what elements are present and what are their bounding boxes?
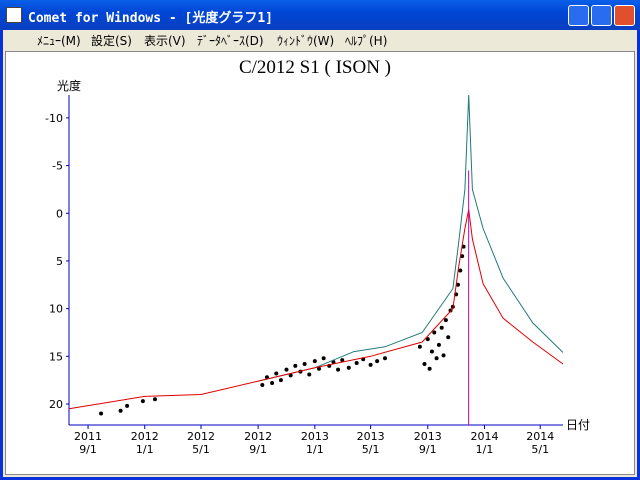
observation-point <box>443 318 448 323</box>
maximize-button[interactable] <box>591 5 612 26</box>
data-line <box>68 209 564 410</box>
observation-point <box>118 408 123 413</box>
y-tick-label: 15 <box>49 350 63 363</box>
observation-point <box>434 356 439 361</box>
observation-point <box>321 356 326 361</box>
menu-item[interactable]: 表示(V) <box>144 34 186 48</box>
observation-point <box>383 356 388 361</box>
x-axis-label: 日付 <box>566 418 590 432</box>
observation-point <box>460 254 465 259</box>
observation-point <box>446 335 451 340</box>
observation-point <box>336 367 341 372</box>
observation-point <box>346 365 351 370</box>
y-tick-label: 0 <box>56 207 63 220</box>
x-tick-label: 5/1 <box>362 443 380 456</box>
observation-point <box>427 366 432 371</box>
data-line <box>257 94 564 382</box>
y-axis-label: 光度 <box>57 78 81 93</box>
x-tick-label: 5/1 <box>531 443 549 456</box>
observation-point <box>441 353 446 358</box>
y-tick-label: -5 <box>52 160 63 173</box>
observation-point <box>125 403 130 408</box>
x-tick-label: 2014 <box>526 430 554 443</box>
observation-point <box>140 399 145 404</box>
title-bar: Comet for Windows - [光度グラフ1] <box>0 0 640 30</box>
observation-point <box>425 337 430 342</box>
observation-point <box>439 325 444 330</box>
x-tick-label: 2014 <box>470 430 498 443</box>
x-tick-label: 2013 <box>301 430 329 443</box>
menu-item[interactable]: ﾃﾞｰﾀﾍﾞｰｽ(D) <box>197 34 264 48</box>
x-tick-label: 2011 <box>74 430 102 443</box>
close-button[interactable] <box>614 5 635 26</box>
x-tick-label: 2013 <box>357 430 385 443</box>
observation-point <box>284 367 289 372</box>
x-tick-label: 2012 <box>244 430 272 443</box>
observation-point <box>99 411 104 416</box>
y-tick-label: 10 <box>49 303 63 316</box>
x-tick-label: 9/1 <box>249 443 267 456</box>
observation-point <box>432 330 437 335</box>
observation-point <box>312 359 317 364</box>
observation-point <box>417 344 422 349</box>
observation-point <box>288 373 293 378</box>
minimize-button[interactable] <box>568 5 589 26</box>
observation-point <box>274 371 279 376</box>
observation-point <box>458 268 463 273</box>
observation-point <box>317 366 322 371</box>
y-tick-label: -10 <box>45 112 63 125</box>
observation-point <box>293 363 298 368</box>
menu-item[interactable]: 設定(S) <box>91 34 132 48</box>
chart-window: C/2012 S1 ( ISON ) 光度 日付 -10 -5 0 5 10 15 20 20… <box>5 51 635 475</box>
app-icon <box>6 7 22 23</box>
x-tick-label: 9/1 <box>419 443 437 456</box>
menu-item[interactable]: ｳｨﾝﾄﾞｳ(W) <box>277 34 335 48</box>
y-tick-label: 5 <box>56 255 63 268</box>
x-tick-label: 1/1 <box>306 443 324 456</box>
y-tick-label: 20 <box>49 398 63 411</box>
x-tick-label: 2013 <box>414 430 442 443</box>
observation-point <box>302 361 307 366</box>
x-tick-label: 2012 <box>187 430 215 443</box>
window-title: Comet for Windows - [光度グラフ1] <box>28 11 274 26</box>
observation-point <box>278 378 283 383</box>
chart-title: C/2012 S1 ( ISON ) <box>239 57 391 78</box>
observation-point <box>152 397 157 402</box>
observation-point <box>429 349 434 354</box>
x-tick-label: 1/1 <box>476 443 494 456</box>
observation-point <box>340 358 345 363</box>
observation-point <box>307 372 312 377</box>
menu-bar: ﾒﾆｭｰ(M) 設定(S) 表示(V) ﾃﾞｰﾀﾍﾞｰｽ(D) ｳｨﾝﾄﾞｳ(W… <box>3 30 637 49</box>
observation-point <box>331 360 336 365</box>
observation-point <box>354 361 359 366</box>
chart: C/2012 S1 ( ISON ) 光度 日付 -10 -5 0 5 10 15 20 20… <box>45 57 590 456</box>
observation-point <box>270 381 275 386</box>
observation-point <box>422 361 427 366</box>
observation-point <box>436 342 441 347</box>
observation-point <box>455 282 460 287</box>
x-tick-label: 5/1 <box>192 443 210 456</box>
x-tick-label: 9/1 <box>79 443 97 456</box>
observation-point <box>260 382 265 387</box>
observation-point <box>375 359 380 364</box>
menu-item[interactable]: ﾒﾆｭｰ(M) <box>37 34 81 48</box>
x-tick-label: 1/1 <box>136 443 154 456</box>
x-tick-label: 2012 <box>131 430 159 443</box>
menu-item[interactable]: ﾍﾙﾌﾟ(H) <box>345 34 388 48</box>
observation-point <box>368 362 373 367</box>
